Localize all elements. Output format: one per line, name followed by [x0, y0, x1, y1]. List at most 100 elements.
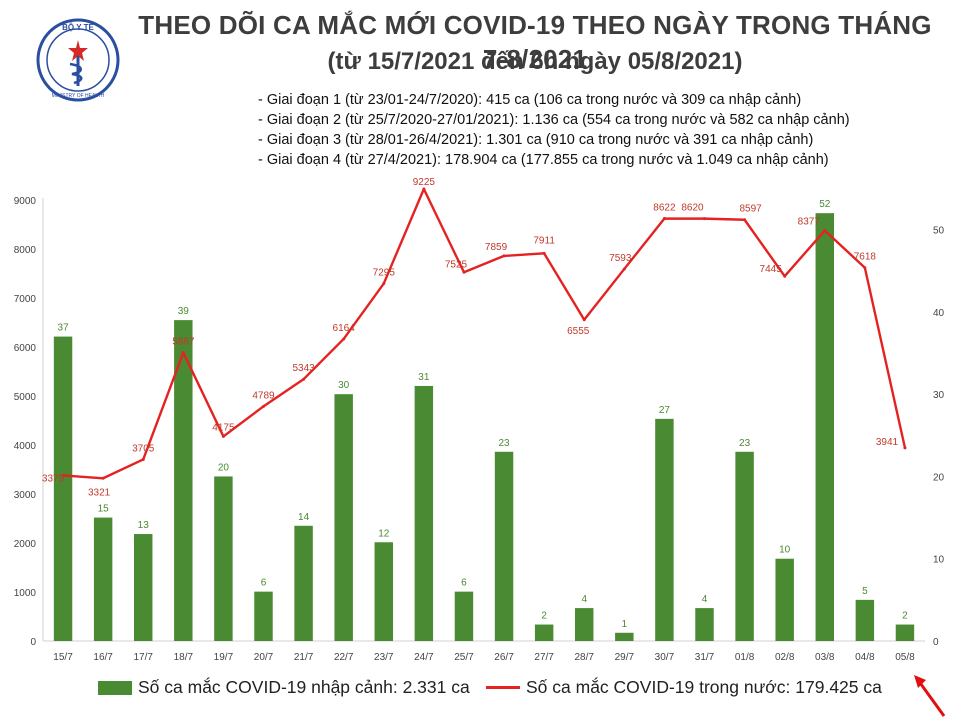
line-value-label: 7525	[445, 259, 468, 270]
x-axis-tick-label: 18/7	[174, 652, 194, 663]
bar-imported-17-7	[134, 534, 153, 641]
bar-imported-04-8	[855, 599, 875, 641]
bar-value-label: 27	[659, 405, 671, 416]
legend-bar-series: Số ca mắc COVID-19 nhập cảnh: 2.331 ca	[98, 677, 470, 698]
line-point-19-7	[221, 434, 225, 438]
left-axis-tick-label: 4000	[14, 441, 37, 452]
left-axis-tick-label: 5000	[14, 392, 37, 403]
x-axis-tick-label: 20/7	[254, 652, 274, 663]
x-axis-tick-label: 28/7	[574, 652, 594, 663]
logo-text-top: BỘ Y TẾ	[62, 22, 94, 32]
line-point-23-7	[382, 282, 386, 286]
line-point-02-8	[783, 274, 787, 278]
line-value-label: 7911	[533, 235, 555, 246]
legend-line-series: Số ca mắc COVID-19 trong nước: 179.425 c…	[486, 677, 882, 698]
x-axis-tick-label: 23/7	[374, 652, 394, 663]
bar-imported-23-7	[374, 542, 393, 641]
bar-imported-24-7	[414, 385, 434, 641]
bar-value-label: 6	[461, 578, 467, 589]
phase-2-text: - Giai đoạn 2 (từ 25/7/2020-27/01/2021):…	[258, 112, 850, 128]
chart-legend: Số ca mắc COVID-19 nhập cảnh: 2.331 ca S…	[0, 677, 960, 701]
bar-value-label: 20	[218, 462, 230, 473]
bar-imported-22-7	[334, 394, 353, 641]
right-axis-tick-label: 10	[933, 555, 945, 566]
bar-value-label: 23	[498, 438, 510, 449]
bar-value-label: 4	[581, 594, 587, 605]
line-value-label: 7859	[485, 242, 508, 253]
bar-value-label: 4	[702, 594, 708, 605]
legend-line-label: Số ca mắc COVID-19 trong nước: 179.425 c…	[526, 677, 882, 697]
line-point-27-7	[542, 251, 546, 255]
line-point-03-8	[823, 229, 827, 233]
bar-imported-16-7	[93, 517, 113, 641]
line-point-05-8	[903, 446, 907, 450]
chart-subtitle: (từ 15/7/2021 đến 6h ngày 05/8/2021)	[327, 48, 743, 75]
line-point-21-7	[302, 377, 306, 381]
bar-value-label: 37	[57, 323, 69, 334]
bar-value-label: 2	[902, 611, 908, 622]
bar-value-label: 2	[541, 611, 547, 622]
phase-1-text: - Giai đoạn 1 (từ 23/01-24/7/2020): 415 …	[258, 92, 802, 108]
x-axis-tick-label: 25/7	[454, 652, 474, 663]
legend-line-swatch	[486, 686, 520, 689]
bar-value-label: 30	[338, 380, 350, 391]
bar-imported-05-8	[895, 624, 915, 641]
ministry-of-health-logo: BỘ Y TẾ MINISTRY OF HEALTH	[36, 18, 120, 102]
logo-text-bottom: MINISTRY OF HEALTH	[52, 93, 105, 99]
bar-value-label: 10	[779, 545, 791, 556]
line-point-28-7	[582, 318, 586, 322]
legend-bar-label: Số ca mắc COVID-19 nhập cảnh: 2.331 ca	[138, 677, 470, 697]
bar-imported-26-7	[494, 451, 514, 641]
line-point-01-8	[743, 218, 747, 222]
bar-value-label: 14	[298, 512, 310, 523]
line-point-04-8	[863, 266, 867, 270]
x-axis-tick-label: 05/8	[895, 652, 915, 663]
x-axis-tick-label: 15/7	[53, 652, 73, 663]
x-axis-tick-label: 19/7	[214, 652, 234, 663]
line-value-label: 3321	[88, 487, 111, 498]
red-arrow-icon	[914, 675, 946, 717]
bar-imported-29-7	[615, 632, 634, 641]
right-axis-tick-label: 50	[933, 226, 945, 237]
line-point-31-7	[703, 217, 706, 221]
line-point-25-7	[462, 270, 466, 274]
left-axis-tick-label: 6000	[14, 343, 37, 354]
line-value-label: 3379	[42, 473, 65, 484]
line-value-label: 5887	[172, 337, 195, 348]
line-value-label: 7618	[854, 252, 877, 263]
line-value-label: 7593	[609, 253, 632, 264]
chart-title: THEO DÕI CA MẮC MỚI COVID-19 THEO NGÀY T…	[138, 10, 932, 74]
bar-imported-25-7	[454, 591, 474, 641]
line-value-label: 5343	[292, 363, 315, 374]
bar-value-label: 13	[138, 520, 150, 531]
line-value-label: 8622	[653, 203, 676, 214]
bar-value-label: 5	[862, 586, 868, 597]
x-axis-tick-label: 21/7	[294, 652, 314, 663]
x-axis-tick-label: 01/8	[735, 652, 755, 663]
x-axis-tick-label: 29/7	[615, 652, 635, 663]
line-point-17-7	[141, 457, 145, 461]
right-axis-tick-label: 0	[933, 637, 939, 648]
bar-imported-21-7	[294, 525, 313, 641]
bar-imported-27-7	[534, 624, 554, 641]
line-point-18-7	[181, 351, 185, 355]
bar-value-label: 52	[819, 199, 831, 210]
x-axis-tick-label: 30/7	[655, 652, 675, 663]
line-value-label: 7445	[760, 264, 783, 275]
x-axis-tick-label: 16/7	[93, 652, 113, 663]
x-axis-tick-label: 03/8	[815, 652, 835, 663]
bar-imported-19-7	[214, 476, 233, 641]
bar-imported-03-8	[815, 213, 834, 641]
bar-value-label: 12	[378, 528, 390, 539]
line-value-label: 4789	[252, 390, 275, 401]
x-axis-tick-label: 24/7	[414, 652, 434, 663]
line-domestic-cases	[62, 187, 907, 480]
bar-imported-31-7	[695, 608, 714, 641]
left-axis-tick-label: 2000	[14, 539, 37, 550]
line-value-label: 8620	[681, 203, 704, 214]
line-point-24-7	[422, 187, 426, 191]
left-axis-tick-label: 1000	[14, 588, 37, 599]
right-axis-tick-label: 20	[933, 472, 945, 483]
x-axis-tick-label: 31/7	[695, 652, 715, 663]
line-point-26-7	[502, 254, 506, 258]
